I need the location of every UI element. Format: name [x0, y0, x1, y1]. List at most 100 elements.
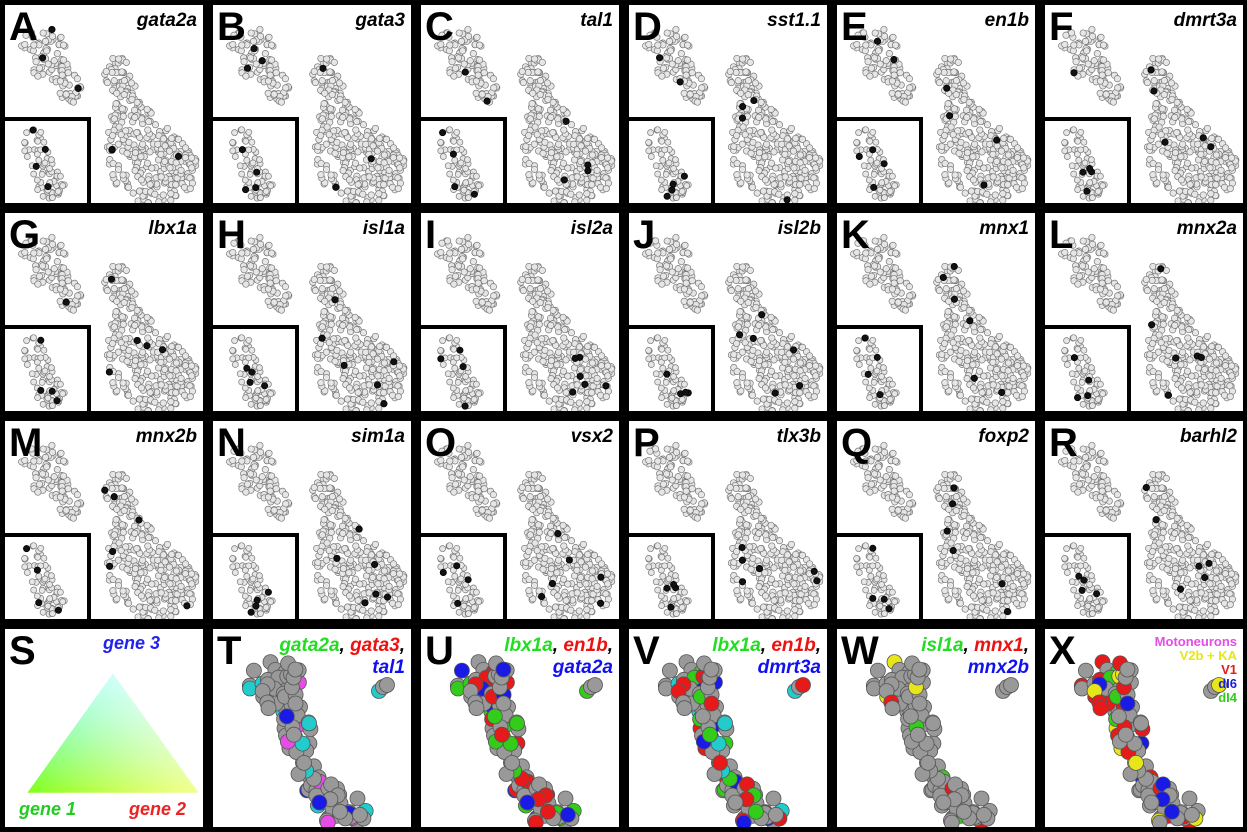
cell-point — [125, 138, 133, 146]
cell-point — [310, 67, 318, 76]
expressing-cell-point — [576, 372, 584, 380]
cell-point — [73, 75, 81, 83]
cell-point — [374, 372, 382, 380]
cell-point — [322, 373, 331, 382]
inset-expressing-cell — [261, 382, 269, 390]
cell-point — [652, 237, 660, 245]
cell-point — [663, 262, 671, 270]
cell-point — [790, 372, 798, 380]
expressing-cell-point — [739, 103, 747, 111]
cell-point — [894, 90, 902, 98]
cell-point — [560, 199, 568, 203]
cell-point — [122, 266, 130, 274]
cell-point — [749, 346, 757, 354]
cell-point — [1154, 165, 1163, 174]
inset-cell-point — [231, 337, 238, 344]
inset-cell-point — [853, 139, 860, 146]
cell-point — [128, 95, 136, 104]
cell-point — [744, 77, 752, 85]
cell-point — [359, 398, 367, 406]
cell-point — [326, 105, 334, 113]
cell-point — [806, 144, 814, 152]
cell-point — [581, 147, 590, 155]
cell-point — [53, 258, 61, 266]
cell-point — [469, 50, 477, 58]
cell-point — [534, 313, 542, 321]
cell-point — [867, 64, 876, 72]
gene-label: dmrt3a — [1173, 10, 1237, 31]
cell-point — [58, 279, 66, 287]
cell-point — [389, 391, 397, 399]
cell-point — [531, 263, 539, 271]
cell-point — [174, 135, 183, 143]
cell-point — [547, 113, 555, 121]
cell-point — [584, 134, 592, 142]
cell-point — [567, 329, 576, 337]
cell-point — [256, 32, 265, 40]
cell-point — [1072, 58, 1080, 66]
inset-cell-point — [21, 139, 28, 146]
cell-point — [778, 140, 786, 148]
cell-point — [159, 135, 168, 143]
cell-point — [1213, 174, 1221, 182]
expressing-cell-point — [890, 56, 898, 64]
cell-point — [106, 350, 114, 359]
cell-point — [698, 292, 706, 300]
cell-point — [131, 167, 139, 175]
cell-point — [519, 79, 527, 87]
cell-point — [376, 342, 384, 350]
expressing-cell-point — [461, 68, 469, 76]
cell-point — [268, 56, 276, 64]
cell-point — [738, 165, 747, 174]
expressing-cell-point — [1147, 66, 1155, 74]
cell-point — [733, 367, 741, 376]
cell-point — [327, 171, 335, 179]
cell-point — [573, 381, 581, 389]
cell-point — [352, 407, 360, 411]
cell-point — [336, 95, 344, 104]
cell-point — [1004, 151, 1012, 159]
inset-cell-point — [35, 156, 43, 164]
inset-cell-point — [238, 126, 245, 134]
cell-point — [367, 343, 376, 351]
cell-point — [775, 329, 784, 337]
cell-point — [588, 367, 596, 375]
cell-point — [108, 68, 116, 76]
cell-point — [318, 115, 326, 123]
cell-point — [238, 249, 246, 257]
cell-point — [127, 79, 136, 87]
cell-point — [32, 58, 40, 66]
cell-point — [143, 313, 151, 321]
cell-point — [1160, 77, 1168, 85]
cell-point — [550, 197, 558, 203]
cell-point — [396, 164, 404, 172]
cell-point — [785, 157, 793, 166]
inset-expressing-cell — [1083, 187, 1091, 195]
cell-point — [549, 337, 557, 345]
cell-point — [938, 142, 946, 151]
cell-point — [525, 54, 533, 63]
cell-point — [365, 381, 373, 389]
cell-point — [317, 131, 325, 140]
cell-point — [1185, 118, 1193, 126]
cell-point — [134, 405, 142, 411]
cell-point — [993, 142, 1001, 150]
cell-point — [668, 60, 676, 68]
cell-point — [144, 126, 152, 134]
cell-point — [120, 77, 128, 85]
cell-point — [320, 308, 328, 316]
cell-point — [1159, 171, 1167, 179]
inset-cell-point — [30, 378, 38, 386]
cell-point — [567, 398, 575, 406]
cell-point — [885, 50, 893, 58]
cell-point — [1184, 126, 1192, 134]
cell-point — [1061, 40, 1069, 49]
cell-point — [247, 54, 255, 62]
inset-cell-point — [30, 334, 37, 342]
cell-point — [544, 303, 552, 312]
cell-point — [571, 406, 579, 411]
expressing-cell-point — [584, 167, 592, 175]
inset-cell-point — [475, 390, 483, 398]
inset-cell-point — [1094, 188, 1102, 195]
